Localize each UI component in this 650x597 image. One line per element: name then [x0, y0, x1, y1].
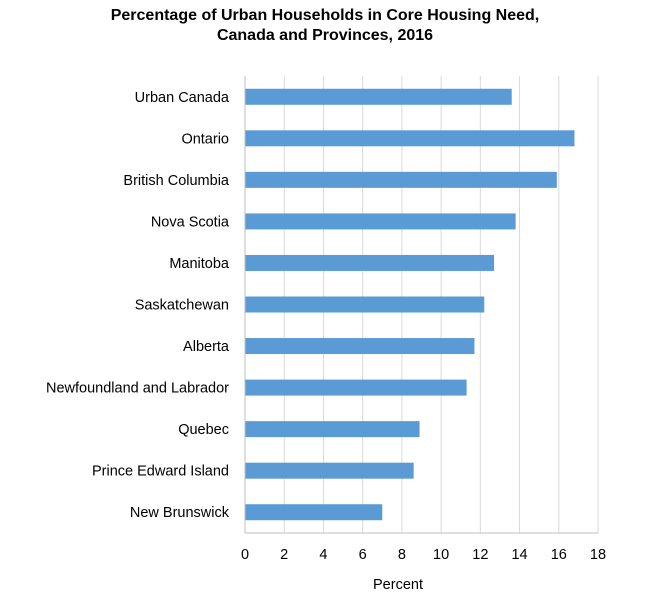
grid-lines	[283, 76, 599, 533]
bar-new-brunswick	[245, 504, 383, 521]
bar-urban-canada	[245, 88, 512, 105]
category-label: Prince Edward Island	[92, 464, 229, 480]
category-label: Quebec	[178, 422, 229, 438]
category-label: Nova Scotia	[151, 214, 230, 230]
x-tick-label: 16	[551, 547, 567, 563]
category-label: Ontario	[181, 131, 229, 147]
bar-british-columbia	[245, 171, 557, 188]
category-label: Urban Canada	[135, 90, 230, 106]
axes	[244, 76, 598, 534]
bars	[245, 88, 575, 521]
bar-ontario	[245, 130, 575, 147]
bar-newfoundland-and-labrador	[245, 379, 467, 396]
bar-saskatchewan	[245, 296, 485, 313]
chart-title-line-1: Percentage of Urban Households in Core H…	[110, 7, 540, 24]
x-axis-title: Percent	[373, 577, 423, 593]
bar-alberta	[245, 338, 475, 355]
category-label: Saskatchewan	[135, 298, 229, 314]
x-tick-label: 2	[280, 547, 288, 563]
bar-prince-edward-island	[245, 462, 414, 479]
bar-quebec	[245, 421, 420, 438]
bar-nova-scotia	[245, 213, 516, 230]
x-tick-label: 10	[433, 547, 449, 563]
category-labels: Urban Canada Ontario British Columbia Nova …	[46, 90, 230, 521]
x-tick-label: 18	[590, 547, 606, 563]
x-tick-label: 4	[319, 547, 327, 563]
category-label: Manitoba	[169, 256, 230, 272]
x-tick-label: 0	[241, 547, 249, 563]
category-label: British Columbia	[123, 173, 229, 189]
chart-title: Percentage of Urban Households in Core H…	[0, 6, 650, 46]
x-tick-label: 8	[398, 547, 406, 563]
category-label: Alberta	[183, 339, 230, 355]
category-label: Newfoundland and Labrador	[46, 381, 229, 397]
x-tick-labels: 0 2 4 6 8 10 12 14 16 18	[241, 547, 606, 563]
x-tick-label: 14	[511, 547, 527, 563]
chart-title-line-2: Canada and Provinces, 2016	[216, 27, 434, 44]
x-tick-label: 12	[472, 547, 488, 563]
x-tick-label: 6	[359, 547, 367, 563]
category-label: New Brunswick	[130, 505, 230, 521]
bar-manitoba	[245, 254, 495, 271]
